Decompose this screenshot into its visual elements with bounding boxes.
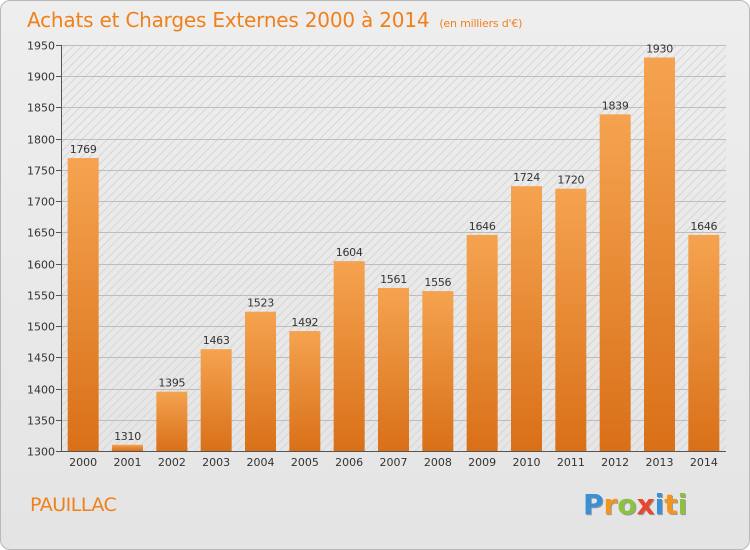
bar-2003 (200, 349, 232, 451)
commune-name: PAUILLAC (30, 494, 117, 516)
x-tick-label: 2003 (202, 456, 230, 469)
logo-letter: t (664, 488, 678, 521)
bar-value-label: 1646 (690, 220, 717, 233)
bar-value-label: 1561 (380, 273, 407, 286)
bar-value-label: 1646 (469, 220, 496, 233)
x-axis: 2000 2001 2002 2003 2004 2005 2006 2007 2008 2009… (61, 451, 726, 469)
bar-value-label: 1930 (646, 42, 673, 55)
chart-title: Achats et Charges Externes 2000 à 2014 (e… (27, 8, 522, 32)
bar-value-label: 1395 (158, 377, 185, 390)
x-tick-label: 2000 (69, 456, 97, 469)
x-tick-label: 2001 (114, 456, 142, 469)
bars: 1769 1310 1395 1463 1523 1492 1604 1561 1556 1646… (67, 42, 720, 451)
bar-2014 (688, 234, 720, 451)
y-tick-label: 1300 (27, 446, 55, 459)
x-tick-label: 2007 (380, 456, 408, 469)
x-tick-label: 2013 (646, 456, 674, 469)
bar-2013 (644, 57, 675, 451)
bar-value-label: 1492 (291, 316, 318, 329)
bar-2008 (422, 291, 454, 451)
bar-value-label: 1720 (557, 174, 584, 187)
x-tick-label: 2010 (513, 456, 541, 469)
proxiti-logo: Proxiti (583, 488, 687, 521)
y-tick-label: 1450 (27, 352, 55, 365)
bar-value-label: 1839 (602, 99, 629, 112)
bar-value-label: 1310 (114, 430, 141, 443)
y-tick-label: 1850 (27, 102, 55, 115)
x-tick-label: 2006 (335, 456, 363, 469)
y-tick-label: 1400 (27, 384, 55, 397)
y-tick-label: 1700 (27, 196, 55, 209)
bar-2002 (156, 391, 188, 451)
bar-2000 (67, 158, 99, 451)
y-tick-label: 1550 (27, 290, 55, 303)
y-tick-label: 1750 (27, 165, 55, 178)
bar-value-label: 1556 (424, 276, 451, 289)
y-axis: 1300 1350 1400 1450 1500 1550 1600 1650 1700 1750… (27, 40, 62, 459)
bar-2009 (466, 234, 498, 451)
logo-letter: r (603, 488, 618, 521)
bar-value-label: 1604 (336, 246, 363, 259)
bar-2007 (378, 287, 409, 451)
chart-subtitle: (en milliers d'€) (439, 17, 523, 30)
x-tick-label: 2011 (557, 456, 585, 469)
bar-2006 (333, 261, 365, 451)
bar-value-label: 1769 (70, 143, 97, 156)
x-tick-label: 2004 (247, 456, 275, 469)
x-tick-label: 2012 (601, 456, 629, 469)
y-tick-label: 1350 (27, 415, 55, 428)
bar-2010 (511, 186, 542, 451)
y-tick-label: 1500 (27, 321, 55, 334)
logo-letter: o (617, 488, 637, 521)
y-tick-label: 1650 (27, 227, 55, 240)
title-text: Achats et Charges Externes 2000 à 2014 (27, 8, 430, 32)
y-tick-label: 1900 (27, 71, 55, 84)
logo-letter: i (677, 488, 688, 521)
bar-2011 (555, 188, 587, 451)
x-tick-label: 2002 (158, 456, 186, 469)
bar-2004 (245, 311, 276, 451)
x-tick-label: 2014 (690, 456, 718, 469)
bar-value-label: 1523 (247, 297, 274, 310)
bar-2012 (599, 114, 631, 451)
bar-value-label: 1724 (513, 171, 540, 184)
x-tick-label: 2008 (424, 456, 452, 469)
bar-2005 (289, 331, 321, 451)
y-tick-label: 1950 (27, 40, 55, 53)
bar-2001 (112, 444, 143, 451)
y-tick-label: 1600 (27, 259, 55, 272)
x-tick-label: 2009 (468, 456, 496, 469)
logo-letter: x (636, 488, 655, 521)
logo-letter: P (583, 488, 604, 521)
logo-letter: i (654, 488, 665, 521)
y-tick-label: 1800 (27, 134, 55, 147)
bar-value-label: 1463 (203, 334, 230, 347)
x-tick-label: 2005 (291, 456, 319, 469)
